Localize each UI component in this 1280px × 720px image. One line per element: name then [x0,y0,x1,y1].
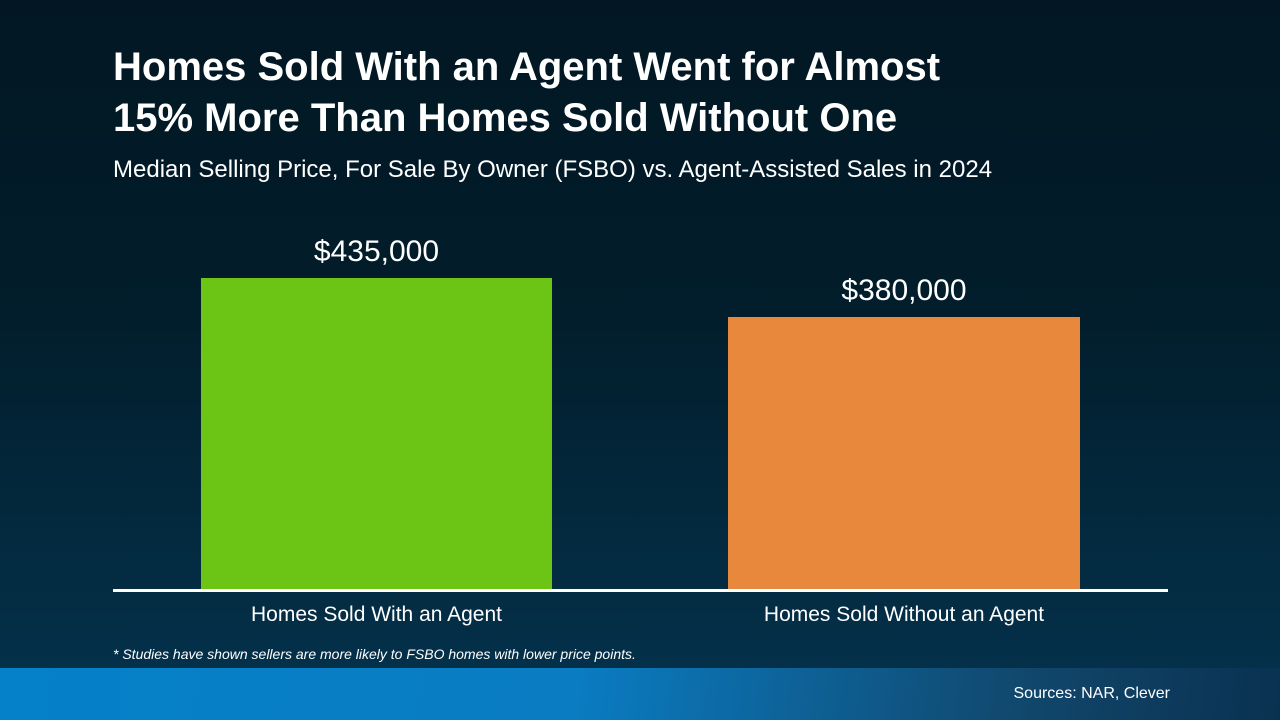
bar-fsbo [728,317,1080,589]
chart-header: Homes Sold With an Agent Went for Almost… [113,42,1193,185]
chart-title: Homes Sold With an Agent Went for Almost… [113,42,1193,144]
value-label-fsbo: $380,000 [841,274,967,307]
bar-column-fsbo: $380,000 [728,274,1080,589]
bar-agent [201,278,552,589]
footnote-text: * Studies have shown sellers are more li… [113,646,636,662]
chart-title-line-1: Homes Sold With an Agent Went for Almost [113,45,941,89]
chart-subtitle: Median Selling Price, For Sale By Owner … [113,156,993,183]
value-label-agent: $435,000 [313,235,440,268]
category-label-agent: Homes Sold With an Agent [251,603,502,626]
bar-chart-plot-area: $435,000 $380,000 Homes Sold With an Age… [113,230,1168,626]
category-label-fsbo: Homes Sold Without an Agent [763,603,1045,626]
x-axis-line [113,589,1168,592]
sources-text: Sources: NAR, Clever [1013,685,1171,702]
bar-column-agent: $435,000 [201,235,552,589]
chart-title-line-2: 15% More Than Homes Sold Without One [113,96,898,140]
footer-bar: Sources: NAR, Clever [0,668,1280,720]
